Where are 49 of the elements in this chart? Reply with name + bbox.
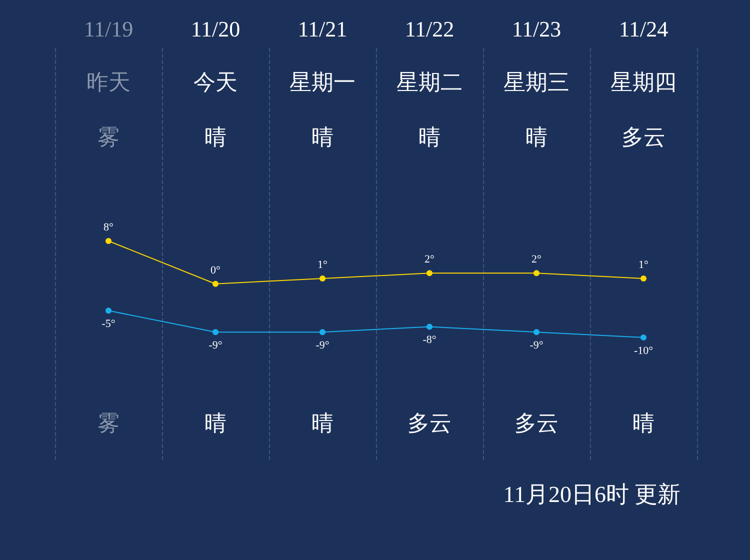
text: 晴 (632, 412, 654, 436)
text: 星期四 (610, 70, 676, 96)
point (426, 324, 432, 330)
data-label: 2° (532, 254, 542, 266)
point (534, 329, 540, 336)
text: 雾 (98, 126, 120, 150)
text: 多云 (408, 412, 452, 436)
data-label: 1° (318, 258, 328, 271)
data-label: -9° (208, 340, 222, 352)
data-label: -10° (634, 344, 654, 357)
point (212, 329, 218, 336)
text: 晴 (204, 126, 226, 150)
text: 晴 (204, 412, 226, 436)
x-tick-label: 11/23 (512, 16, 562, 42)
point (320, 276, 326, 282)
text: 星期三 (504, 70, 570, 96)
data-label: 0° (210, 264, 220, 276)
data-label: -9° (530, 340, 544, 352)
data-label: 2° (424, 254, 434, 266)
text: 11月20日6时 更新 (503, 482, 681, 507)
data-label: -5° (102, 318, 116, 330)
point (426, 270, 432, 276)
text: 多云 (622, 126, 666, 150)
text: 雾 (98, 412, 120, 436)
point (640, 276, 646, 282)
point (534, 270, 540, 276)
point (106, 308, 112, 314)
text: 星期二 (396, 70, 462, 96)
data-label: -9° (316, 340, 330, 352)
x-tick-label: 11/19 (84, 16, 134, 42)
point (640, 334, 646, 340)
x-tick-label: 11/21 (298, 16, 348, 42)
data-label: 8° (104, 221, 114, 234)
text: 今天 (194, 70, 238, 96)
data-label: -8° (422, 334, 436, 346)
text: 多云 (514, 412, 558, 436)
point (320, 329, 326, 336)
text: 晴 (312, 412, 334, 436)
text: 星期一 (290, 70, 356, 96)
text: 晴 (526, 126, 548, 150)
text: 晴 (312, 126, 334, 150)
x-tick-label: 11/20 (190, 16, 240, 42)
point (106, 238, 112, 244)
point (212, 280, 218, 287)
x-tick-label: 11/24 (618, 16, 668, 42)
x-tick-label: 11/22 (404, 16, 454, 42)
text: 晴 (418, 126, 440, 150)
text: 昨天 (86, 70, 130, 96)
data-label: 1° (638, 258, 648, 271)
